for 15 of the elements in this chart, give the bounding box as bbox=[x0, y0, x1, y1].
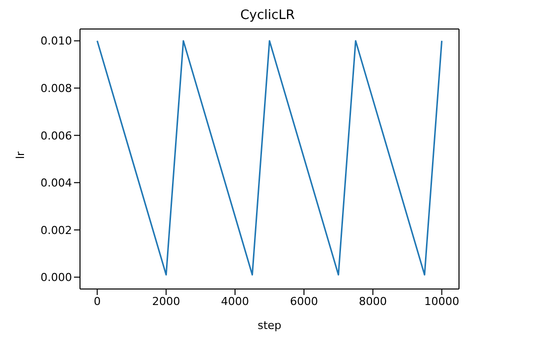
y-tick-label: 0.002 bbox=[40, 224, 72, 237]
x-tick-label: 0 bbox=[94, 294, 101, 308]
y-tick-label: 0.010 bbox=[40, 34, 72, 48]
x-tick-label: 6000 bbox=[290, 294, 318, 308]
x-tick-label: 10000 bbox=[424, 294, 460, 308]
x-tick-label: 4000 bbox=[221, 294, 250, 308]
y-tick-label: 0.006 bbox=[40, 129, 72, 142]
y-tick-label: 0.000 bbox=[40, 271, 72, 284]
chart-title: CyclicLR bbox=[239, 8, 296, 23]
x-tick-label: 8000 bbox=[358, 294, 387, 308]
x-tick-label: 2000 bbox=[152, 294, 180, 308]
y-tick-label: 0.004 bbox=[40, 176, 72, 190]
x-axis-title: step bbox=[258, 319, 282, 332]
y-tick-label: 0.008 bbox=[40, 82, 72, 95]
y-axis-title: lr bbox=[14, 150, 27, 159]
